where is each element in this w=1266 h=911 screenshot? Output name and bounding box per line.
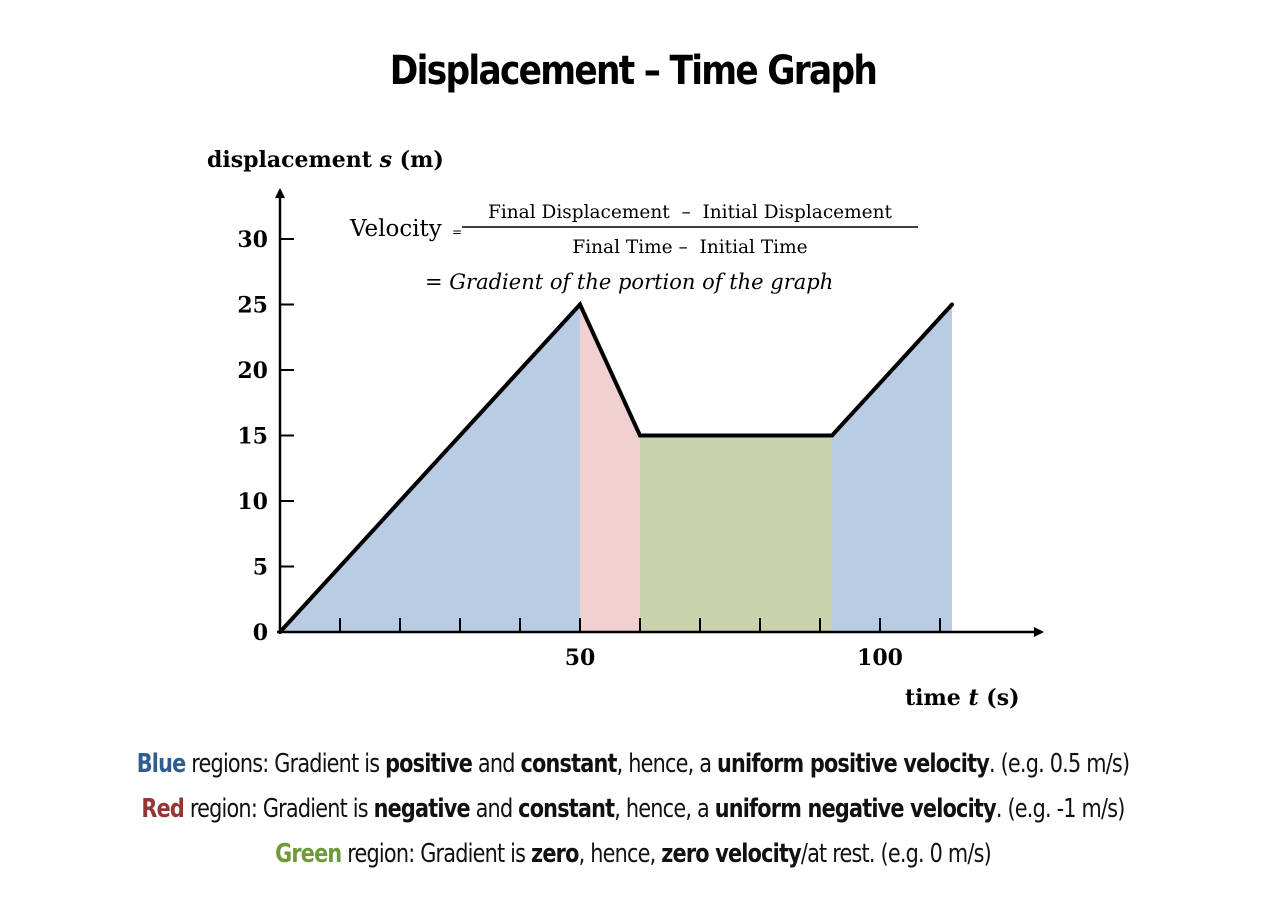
caption-bold: constant bbox=[518, 794, 615, 824]
displacement-time-graph: 0 5 10 15 20 25 30 50 100 displacement s (m) tim… bbox=[207, 147, 1044, 711]
y-tick-label: 0 bbox=[253, 620, 268, 646]
y-axis-label-text: displacement bbox=[207, 147, 380, 173]
caption-red-keyword: Red bbox=[141, 794, 185, 824]
caption-text: , hence, bbox=[578, 839, 662, 869]
caption-text: regions: Gradient is bbox=[185, 749, 386, 779]
y-axis-symbol: s bbox=[379, 147, 392, 173]
caption-bold: uniform negative velocity bbox=[714, 794, 997, 824]
formula-equals: = bbox=[452, 225, 462, 239]
caption-text: and bbox=[469, 794, 519, 824]
x-axis-symbol: t bbox=[968, 685, 978, 711]
x-tick-label: 50 bbox=[565, 645, 596, 671]
x-axis-label-text: time bbox=[905, 685, 968, 711]
data-point bbox=[950, 302, 954, 307]
data-point bbox=[278, 630, 282, 634]
captions: Blue regions: Gradient is positive and c… bbox=[0, 742, 1266, 877]
caption-blue: Blue regions: Gradient is positive and c… bbox=[127, 742, 1140, 787]
caption-text: , hence, a bbox=[616, 749, 717, 779]
formula-gradient-line: = Gradient of the portion of the graph bbox=[425, 270, 833, 294]
caption-bold: zero velocity bbox=[661, 839, 801, 869]
data-point bbox=[830, 433, 834, 438]
caption-text: . (e.g. -1 m/s) bbox=[995, 794, 1126, 824]
data-point bbox=[578, 302, 582, 307]
y-tick-label: 30 bbox=[237, 227, 268, 253]
caption-bold: negative bbox=[373, 794, 471, 824]
velocity-formula: Velocity = Final Displacement – Initial … bbox=[349, 202, 918, 294]
caption-bold: zero bbox=[531, 839, 579, 869]
formula-numerator: Final Displacement – Initial Displacemen… bbox=[488, 202, 893, 223]
y-tick-label: 10 bbox=[237, 489, 268, 515]
data-point bbox=[638, 433, 642, 438]
caption-text: and bbox=[472, 749, 521, 779]
caption-text: region: Gradient is bbox=[341, 839, 532, 869]
y-tick-label: 20 bbox=[237, 358, 268, 384]
caption-bold: positive bbox=[385, 749, 473, 779]
region-blue bbox=[832, 304, 952, 632]
formula-denominator: Final Time – Initial Time bbox=[572, 237, 807, 258]
y-axis-label: displacement s (m) bbox=[207, 147, 444, 173]
caption-red: Red region: Gradient is negative and con… bbox=[127, 787, 1140, 832]
caption-text: /at rest. (e.g. 0 m/s) bbox=[800, 839, 992, 869]
caption-green-keyword: Green bbox=[275, 839, 342, 869]
formula-lhs: Velocity bbox=[349, 216, 442, 242]
axes-layer bbox=[275, 188, 1044, 637]
ticks-layer: 0 5 10 15 20 25 30 50 100 bbox=[237, 227, 941, 671]
line-layer bbox=[278, 300, 954, 634]
caption-text: , hence, a bbox=[614, 794, 715, 824]
region-red bbox=[580, 304, 640, 632]
caption-bold: uniform positive velocity bbox=[717, 749, 990, 779]
x-axis-label: time t (s) bbox=[905, 685, 1020, 711]
slide-title: Displacement – Time Graph bbox=[389, 48, 878, 94]
y-axis-unit: (m) bbox=[392, 147, 444, 173]
x-axis-unit: (s) bbox=[979, 685, 1020, 711]
caption-text: . (e.g. 0.5 m/s) bbox=[988, 749, 1130, 779]
y-tick-label: 5 bbox=[253, 555, 268, 581]
caption-blue-keyword: Blue bbox=[136, 749, 186, 779]
y-tick-label: 15 bbox=[237, 424, 268, 450]
region-green bbox=[640, 435, 832, 632]
caption-text: region: Gradient is bbox=[184, 794, 374, 824]
regions-layer bbox=[280, 304, 952, 632]
caption-bold: constant bbox=[520, 749, 617, 779]
caption-green: Green region: Gradient is zero, hence, z… bbox=[127, 832, 1140, 877]
y-tick-label: 25 bbox=[237, 293, 268, 319]
x-tick-label: 100 bbox=[857, 645, 903, 671]
